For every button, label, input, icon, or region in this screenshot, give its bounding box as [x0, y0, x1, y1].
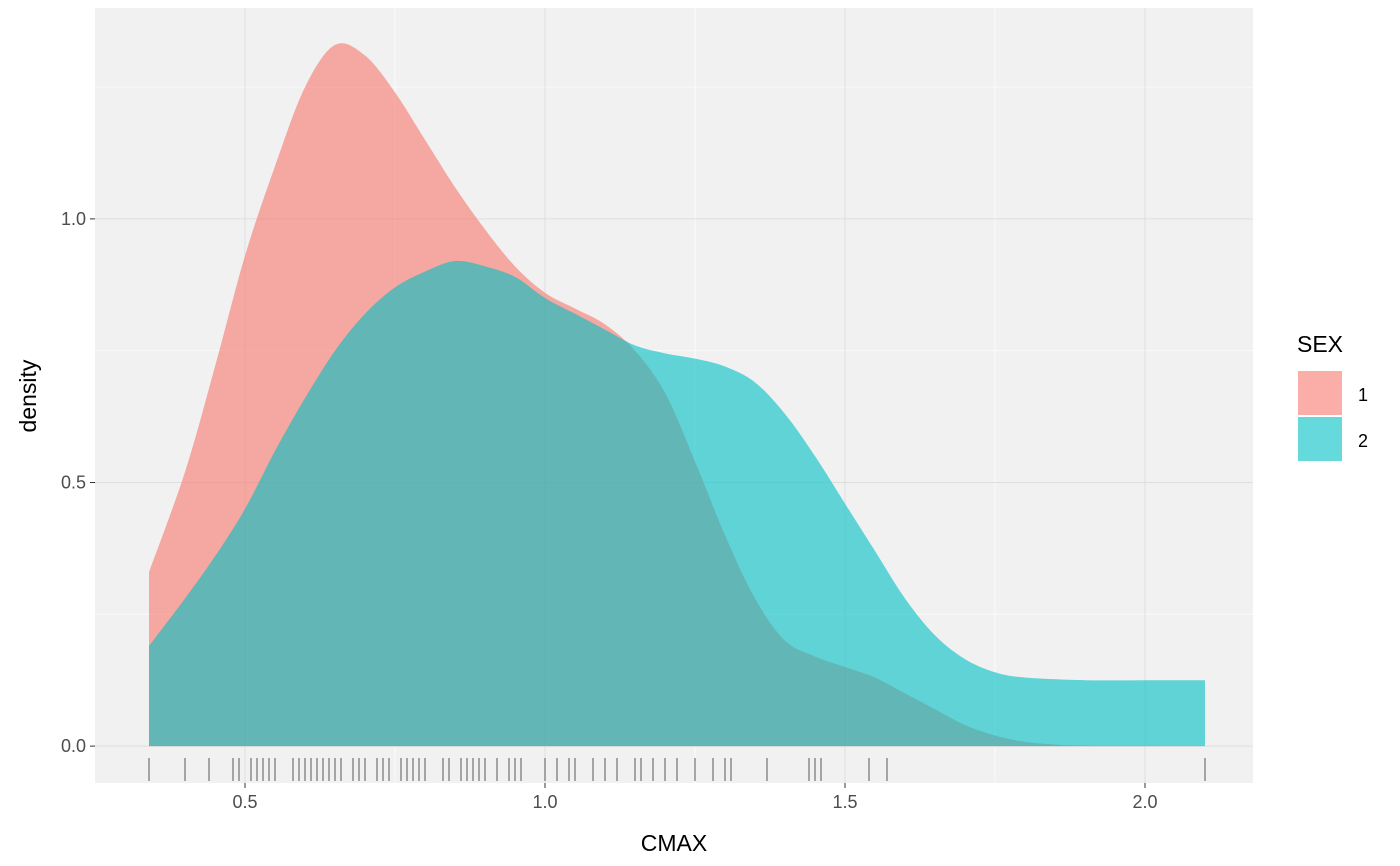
legend-title: SEX: [1297, 331, 1343, 357]
density-area-series-2: [149, 260, 1205, 747]
x-tick-label: 1.0: [532, 792, 557, 812]
x-axis: 0.5 1.0 1.5 2.0: [232, 783, 1158, 812]
y-tick-label: 0.5: [61, 472, 86, 492]
legend-key-2: [1298, 417, 1342, 461]
x-axis-title: CMAX: [641, 830, 707, 856]
x-tick-label: 2.0: [1132, 792, 1157, 812]
y-tick-label: 1.0: [61, 209, 86, 229]
legend-label-1: 1: [1358, 385, 1368, 405]
density-areas: [149, 43, 1205, 747]
y-axis: 0.0 0.5 1.0: [61, 209, 95, 756]
rug-marks: [148, 758, 1206, 781]
x-tick-label: 1.5: [832, 792, 857, 812]
legend: SEX 1 2: [1297, 331, 1368, 461]
x-tick-label: 0.5: [232, 792, 257, 812]
y-axis-title: density: [15, 359, 41, 432]
legend-key-1: [1298, 371, 1342, 415]
y-tick-label: 0.0: [61, 736, 86, 756]
legend-label-2: 2: [1358, 431, 1368, 451]
